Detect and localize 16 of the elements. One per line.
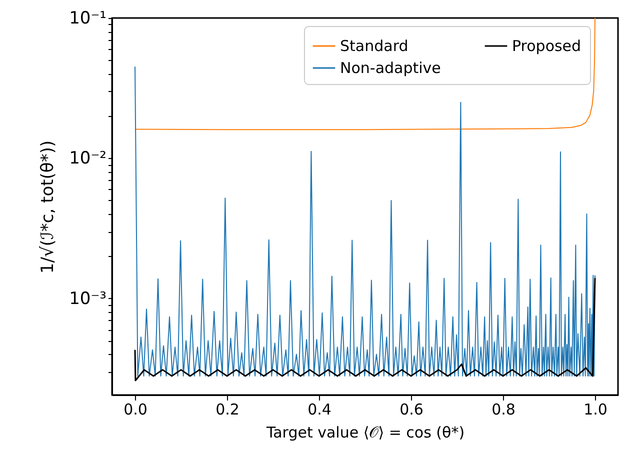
x-tick-label: 0.8	[492, 400, 516, 418]
x-tick-label: 0.0	[124, 400, 148, 418]
legend-label: Non-adaptive	[340, 59, 441, 77]
x-tick-label: 0.2	[216, 400, 240, 418]
y-tick-label: 10⁻¹	[69, 8, 106, 28]
legend-label: Standard	[340, 37, 408, 55]
y-tick-label: 10⁻³	[69, 288, 106, 309]
y-tick-label: 10⁻²	[69, 148, 106, 169]
x-axis-title: Target value ⟨𝒪⟩ = cos (θ*)	[265, 424, 465, 442]
line-series	[134, 18, 596, 130]
y-axis-title: 1/√(ℐ*c, tot(θ*))	[38, 140, 58, 274]
x-tick-label: 1.0	[584, 400, 608, 418]
x-tick-label: 0.6	[400, 400, 424, 418]
x-tick-label: 0.4	[308, 400, 332, 418]
legend-label: Proposed	[512, 37, 582, 55]
line-series	[134, 277, 596, 382]
